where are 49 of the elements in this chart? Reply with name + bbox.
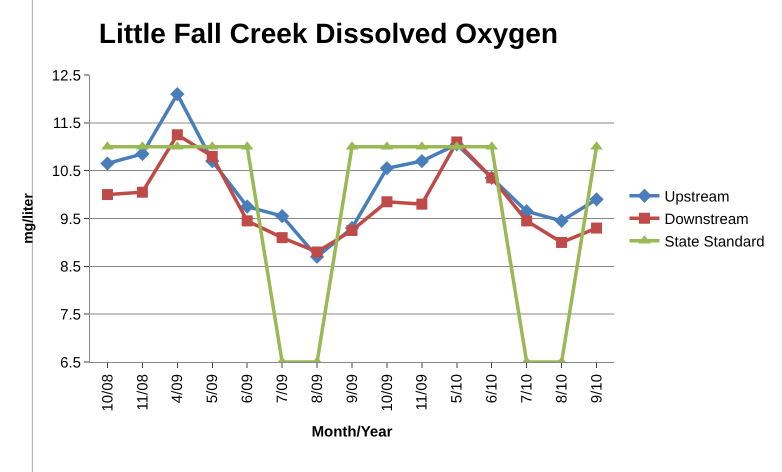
point — [276, 232, 288, 244]
point — [100, 156, 115, 171]
point — [380, 161, 394, 176]
point — [346, 224, 358, 236]
x-tick-label: 8/09 — [308, 374, 326, 404]
x-tick-label: 8/10 — [553, 374, 570, 404]
x-tick-label: 6/09 — [239, 374, 256, 404]
x-tick-label: 5/10 — [448, 374, 466, 404]
point — [556, 236, 568, 248]
y-tick-label: 7.5 — [60, 306, 81, 324]
point — [414, 154, 430, 168]
x-tick-label: 5/09 — [204, 374, 222, 404]
point — [242, 215, 253, 226]
y-axis-title: mg/liter — [19, 192, 36, 244]
y-tick-label: 6.5 — [60, 354, 81, 372]
y-tick-label: 9.5 — [60, 210, 81, 228]
y-tick-label: 10.5 — [52, 162, 81, 180]
point — [416, 198, 428, 210]
point — [206, 150, 218, 162]
x-tick-label: 10/08 — [99, 374, 116, 412]
point — [170, 86, 184, 102]
x-tick-label: 11/08 — [134, 374, 152, 410]
point — [102, 189, 113, 200]
point — [240, 199, 254, 214]
legend-label: Downstream — [664, 211, 749, 228]
x-axis-title: Month/Year — [312, 424, 393, 441]
x-tick-label: 4/09 — [169, 374, 186, 404]
point — [521, 215, 532, 226]
point — [172, 129, 183, 140]
point — [136, 186, 148, 198]
x-tick-label: 9/10 — [588, 374, 606, 404]
legend-label: State Standard — [664, 234, 765, 251]
x-tick-label: 10/09 — [378, 374, 396, 412]
x-tick-label: 11/09 — [414, 374, 431, 410]
x-tick-label: 6/10 — [484, 374, 501, 404]
point — [589, 192, 604, 207]
point — [591, 222, 602, 234]
x-tick-label: 7/09 — [274, 374, 292, 404]
x-tick-label: 9/09 — [344, 374, 361, 404]
y-tick-label: 12.5 — [52, 67, 81, 84]
legend-label: Upstream — [664, 188, 730, 206]
point — [274, 208, 290, 224]
x-tick-label: 7/10 — [518, 374, 536, 404]
chart-title: Little Fall Creek Dissolved Oxygen — [98, 18, 558, 50]
point — [381, 196, 392, 208]
y-tick-label: 8.5 — [60, 258, 81, 276]
y-tick-label: 11.5 — [52, 115, 81, 132]
point — [554, 214, 569, 228]
point — [312, 246, 323, 258]
